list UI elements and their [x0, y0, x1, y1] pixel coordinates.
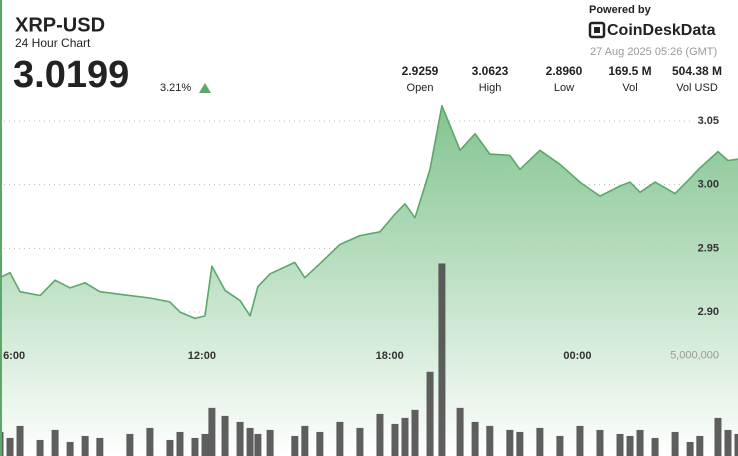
volume-bar — [336, 421, 344, 456]
volume-bar — [266, 429, 274, 456]
volume-bar — [651, 437, 659, 456]
volume-bar — [176, 431, 184, 456]
stats: 2.9259 Open 3.0623 High 2.8960 Low 169.5 M Vol 5… — [402, 64, 722, 94]
volume-bar — [51, 429, 59, 456]
volume-bar — [506, 429, 514, 456]
volume-bar — [301, 425, 309, 456]
volume-bar — [316, 431, 324, 456]
x-tick-label: 6:00 — [3, 350, 25, 362]
x-tick-label: 00:00 — [563, 350, 591, 362]
brand-logo — [588, 21, 606, 39]
volume-bar — [66, 441, 74, 456]
stat-label: Open — [407, 82, 434, 94]
volume-bar — [556, 435, 564, 456]
volume-bar — [236, 421, 244, 456]
volume-bar — [6, 437, 14, 456]
price-area — [0, 105, 738, 456]
volume-bar — [246, 427, 254, 456]
y2-tick-label: 5,000,000 — [670, 350, 719, 362]
stat-label: Vol — [622, 82, 637, 94]
volume-bar — [391, 423, 399, 456]
powered-by: Powered by — [589, 4, 652, 16]
plot-area: 2.90 2.95 3.00 3.05 5,000,000 6:00 12:00 18:00 0… — [0, 104, 738, 456]
symbol: XRP-USD — [15, 14, 105, 36]
accent-bar — [0, 0, 2, 456]
volume-bar — [291, 435, 299, 456]
stat-value: 2.9259 — [402, 64, 439, 78]
volume-bar — [516, 431, 524, 456]
volume-bar — [626, 435, 634, 456]
volume-bar — [696, 435, 704, 456]
volume-bar — [36, 439, 44, 456]
volume-bar — [221, 415, 229, 456]
subtitle: 24 Hour Chart — [15, 36, 91, 50]
volume-bar — [714, 417, 722, 456]
volume-bar — [671, 431, 679, 456]
volume-bar — [486, 425, 494, 456]
change: 3.21% — [160, 82, 191, 94]
volume-bar — [356, 427, 364, 456]
stat-value: 3.0623 — [472, 64, 509, 78]
volume-bar — [616, 433, 624, 456]
x-tick-label: 12:00 — [188, 350, 216, 362]
volume-bar — [208, 407, 216, 456]
stat-value: 2.8960 — [546, 64, 583, 78]
volume-bar — [471, 421, 479, 456]
stat-value: 169.5 M — [608, 64, 651, 78]
y-tick-label: 2.95 — [698, 242, 719, 254]
volume-bar — [426, 371, 434, 456]
volume-bar — [636, 429, 644, 456]
volume-bar — [16, 425, 24, 456]
price: 3.0199 — [13, 54, 129, 96]
volume-bar — [724, 429, 732, 456]
volume-bar — [456, 407, 464, 456]
volume-bar — [81, 435, 89, 456]
volume-bar — [411, 409, 419, 456]
up-arrow — [199, 83, 211, 93]
volume-bar — [191, 437, 199, 456]
y-tick-label: 3.05 — [698, 115, 719, 127]
brand: CoinDeskData — [607, 22, 716, 39]
volume-bar — [734, 433, 738, 456]
stat-value: 504.38 M — [672, 64, 722, 78]
volume-bar — [376, 413, 384, 456]
x-tick-label: 18:00 — [376, 350, 404, 362]
volume-bar — [686, 441, 694, 456]
volume-bar — [576, 425, 584, 456]
volume-bar — [438, 263, 446, 456]
volume-bar — [536, 427, 544, 456]
stat-label: Low — [554, 82, 574, 94]
volume-bar — [126, 433, 134, 456]
volume-bar — [146, 427, 154, 456]
y-tick-label: 2.90 — [698, 306, 719, 318]
timestamp: 27 Aug 2025 05:26 (GMT) — [590, 46, 717, 58]
volume-bar — [401, 417, 409, 456]
volume-bar — [254, 433, 262, 456]
price-line — [0, 104, 738, 320]
stat-label: High — [479, 82, 502, 94]
volume-bar — [96, 437, 104, 456]
y-tick-label: 3.00 — [698, 179, 719, 191]
volume-bar — [596, 429, 604, 456]
stat-label: Vol USD — [676, 82, 718, 94]
volume-bar — [201, 433, 209, 456]
volume-bar — [166, 439, 174, 456]
